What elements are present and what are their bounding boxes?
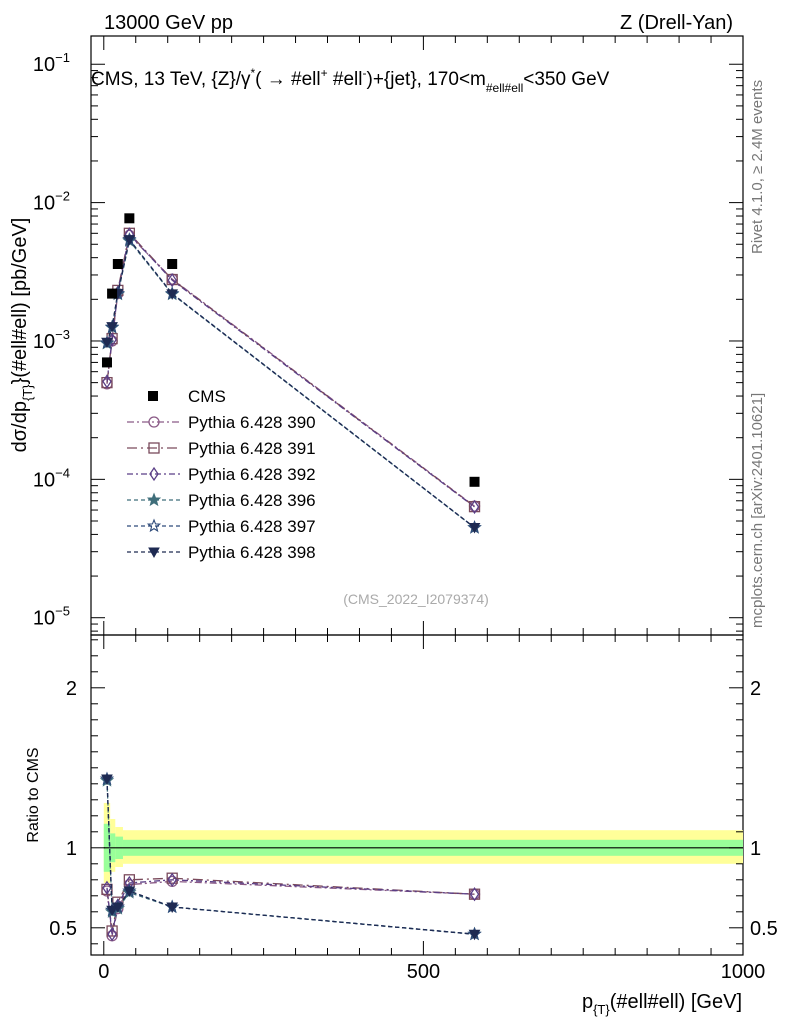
legend-marker-3	[146, 492, 162, 507]
data-point-1	[107, 288, 118, 299]
data-point-2	[112, 259, 123, 270]
plot-title: CMS, 13 TeV, {Z}/γ*( → #ell+ #ell-)+{jet…	[91, 66, 610, 95]
data-point-0	[101, 357, 112, 368]
legend-marker-5	[148, 547, 160, 559]
series-2-ratio-point-0	[102, 880, 112, 895]
series-5-point-5	[468, 522, 481, 534]
header-left: 13000 GeV pp	[104, 12, 233, 34]
legend-label-0: Pythia 6.428 390	[188, 413, 316, 432]
data-series	[101, 213, 480, 487]
ratio-tick-label-left-0: 0.5	[49, 918, 77, 940]
x-tick-label-2: 1000	[721, 961, 766, 983]
series-2-ratio-point-4	[167, 872, 177, 887]
legend-label-1: Pythia 6.428 391	[188, 439, 316, 458]
ratio-tick-label-right-1: 1	[750, 838, 761, 860]
ratio-panel-frame	[90, 634, 744, 956]
series-1-ratio-point-1	[106, 925, 118, 937]
y-tick-label-4: 10−5	[33, 604, 70, 630]
ratio-tick-label-right-2: 2	[750, 678, 761, 700]
ratio-y-axis-label: Ratio to CMS	[25, 747, 42, 842]
series-5-ratio-point-4	[166, 902, 179, 914]
legend-data-marker	[148, 391, 158, 401]
legend: CMS Pythia 6.428 390 Pythia 6.428 391 Pythi…	[127, 387, 316, 562]
header-right: Z (Drell-Yan)	[620, 12, 733, 34]
legend-marker-2	[149, 466, 159, 482]
y-tick-label-2: 10−3	[33, 327, 70, 353]
series-5-line	[106, 238, 475, 529]
series-2-point-0	[102, 374, 112, 389]
y-tick-label-0: 10−1	[33, 50, 70, 76]
ratio-uncertainty-bands	[103, 803, 743, 883]
x-tick-label-0: 0	[98, 961, 109, 983]
legend-label-3: Pythia 6.428 396	[188, 491, 316, 510]
series-2-point-5	[469, 499, 480, 515]
axes-ticks: 0 500 1000 10−1 10−2 10−3 10−4 10−5 0.5 0.5 1 1 2 2	[33, 36, 778, 983]
mcplots-label: mcplots.cern.ch [arXiv:2401.10621]	[749, 393, 766, 628]
legend-label-4: Pythia 6.428 397	[188, 517, 316, 536]
series-5-point-1	[106, 322, 118, 333]
data-point-3	[124, 213, 135, 224]
series-1	[101, 227, 481, 937]
y-tick-label-1: 10−2	[33, 189, 70, 215]
legend-marker-1	[148, 442, 160, 454]
legend-label-5: Pythia 6.428 398	[188, 543, 316, 562]
series-2-ratio-line	[106, 879, 475, 935]
series-0-ratio-line	[106, 880, 475, 936]
series-5	[101, 235, 481, 941]
y-axis-label: dσ/dp{T}}(#ell#ell) [pb/GeV]	[9, 218, 35, 453]
ratio-tick-label-left-2: 2	[66, 678, 77, 700]
ratio-tick-label-left-1: 1	[66, 838, 77, 860]
rivet-version-label: Rivet 4.1.0, ≥ 2.4M events	[749, 80, 766, 254]
legend-label-2: Pythia 6.428 392	[188, 465, 316, 484]
x-axis-label: p{T}(#ell#ell) [GeV]	[582, 991, 742, 1017]
series-5-ratio-point-1	[106, 905, 118, 917]
series-5-ratio-line	[106, 778, 475, 935]
series-5-ratio-point-0	[101, 774, 113, 786]
legend-marker-0	[148, 416, 160, 428]
series-2-ratio-point-5	[469, 887, 480, 902]
legend-data-label: CMS	[188, 387, 226, 406]
series-5-point-0	[101, 337, 113, 349]
series-5-ratio-point-3	[123, 886, 136, 898]
data-point-5	[469, 476, 480, 487]
legend-marker-4	[146, 518, 162, 533]
x-tick-label-1: 500	[407, 961, 440, 983]
series-5-point-3	[123, 235, 136, 246]
series-1-line	[106, 231, 475, 508]
series-2-ratio-point-1	[107, 927, 117, 942]
ratio-tick-label-right-0: 0.5	[750, 918, 778, 940]
data-point-4	[167, 259, 178, 270]
series-5-ratio-point-2	[111, 902, 124, 914]
y-tick-label-3: 10−4	[33, 465, 70, 491]
series-5-point-4	[166, 289, 179, 300]
series-5-ratio-point-5	[468, 929, 481, 941]
analysis-watermark: (CMS_2022_I2079374)	[343, 591, 489, 607]
series-layer	[99, 213, 482, 942]
